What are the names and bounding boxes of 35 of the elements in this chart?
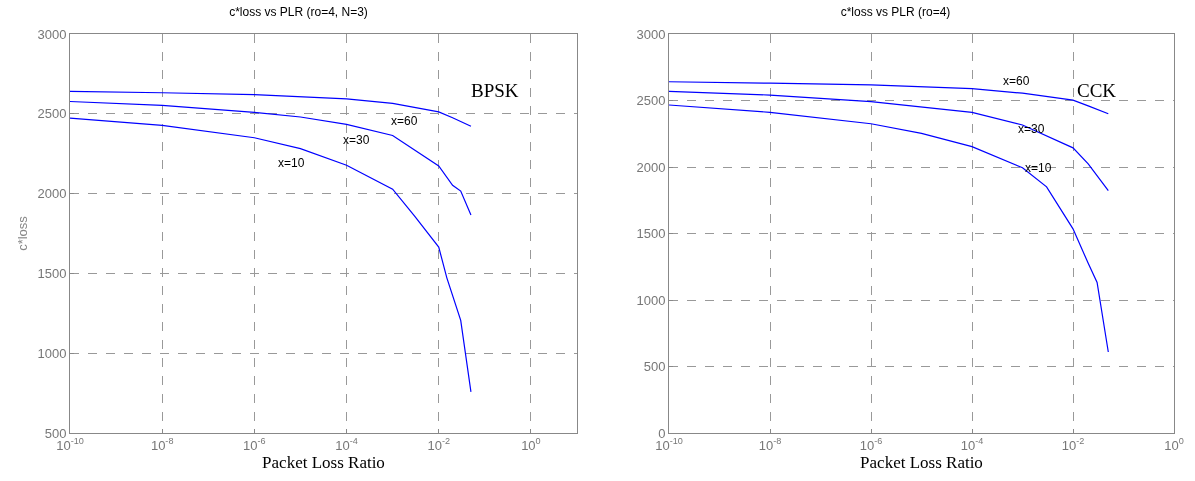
series-label: x=30 (343, 133, 370, 147)
x-tick-label: 10$^{-6}$ (243, 436, 266, 453)
y-tick-label: 2000 (636, 159, 666, 175)
x-tick-label: 10$^{-2}$ (1061, 436, 1085, 453)
x-tick-label: 10$^{-8}$ (758, 436, 782, 453)
x-tick-label: 10$^{0}$ (521, 436, 541, 453)
y-tick-label: 0 (658, 425, 666, 441)
y-tick-label: 1000 (636, 292, 666, 308)
y-tick-label: 1500 (37, 265, 67, 281)
annotation: BPSK (471, 80, 519, 101)
annotation: CCK (1077, 80, 1117, 101)
y-tick-label: 500 (643, 359, 666, 375)
y-axis-title: c*loss (15, 215, 31, 251)
series-label: x=10 (1025, 161, 1052, 175)
y-tick-label: 1000 (37, 345, 67, 361)
x-tick-label: 10$^{0}$ (1164, 436, 1184, 453)
x-axis-title: Packet Loss Ratio (860, 453, 983, 472)
y-tick-label: 2000 (37, 186, 67, 202)
y-tick-label: 3000 (37, 26, 67, 42)
x-axis-title: Packet Loss Ratio (262, 453, 385, 472)
chart-title: c*loss vs PLR (ro=4, N=3) (229, 4, 368, 19)
series-label: x=60 (1003, 74, 1030, 88)
x-tick-label: 10$^{-6}$ (859, 436, 883, 453)
chart-title: c*loss vs PLR (ro=4) (840, 4, 951, 19)
x-tick-label: 10$^{-4}$ (335, 436, 358, 453)
series-label: x=10 (278, 156, 305, 170)
x-tick-label: 10$^{-8}$ (150, 436, 174, 453)
y-tick-label: 500 (44, 425, 67, 441)
x-tick-label: 10$^{-2}$ (427, 436, 451, 453)
x-tick-label: 10$^{-4}$ (960, 436, 984, 453)
y-tick-label: 2500 (37, 106, 67, 122)
y-tick-label: 1500 (636, 226, 666, 242)
y-tick-label: 3000 (636, 26, 666, 42)
y-tick-label: 2500 (636, 93, 666, 109)
series-label: x=60 (391, 114, 418, 128)
